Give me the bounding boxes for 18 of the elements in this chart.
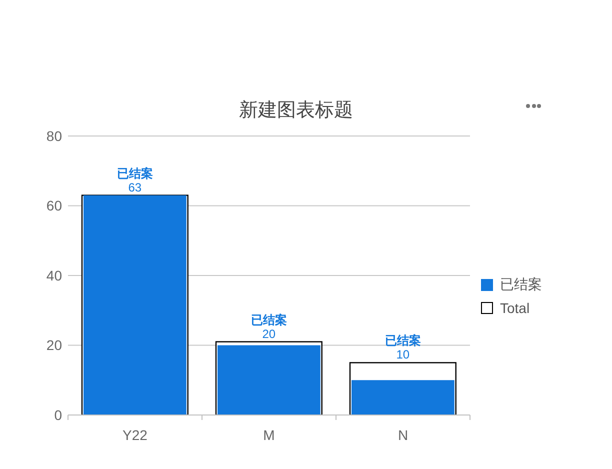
x-tick-label: N: [398, 427, 408, 443]
legend-label: Total: [500, 300, 530, 316]
y-tick-label: 0: [54, 406, 62, 423]
legend-label: 已结案: [500, 276, 542, 294]
x-tick-label: Y22: [122, 427, 148, 443]
x-tick-label: M: [263, 427, 275, 443]
chart-title: 新建图表标题: [238, 99, 354, 123]
data-label: 10: [396, 348, 410, 362]
y-tick-label: 80: [46, 128, 62, 144]
bar: [352, 380, 454, 415]
y-tick-label: 60: [46, 198, 62, 214]
data-label: 20: [262, 326, 276, 341]
text: 已结案: [250, 312, 287, 327]
text: 已结案: [116, 166, 153, 180]
text: 已结案: [384, 334, 421, 348]
y-tick-label: 40: [46, 267, 62, 284]
y-tick-label: 20: [46, 337, 62, 354]
data-label: 63: [128, 180, 142, 194]
